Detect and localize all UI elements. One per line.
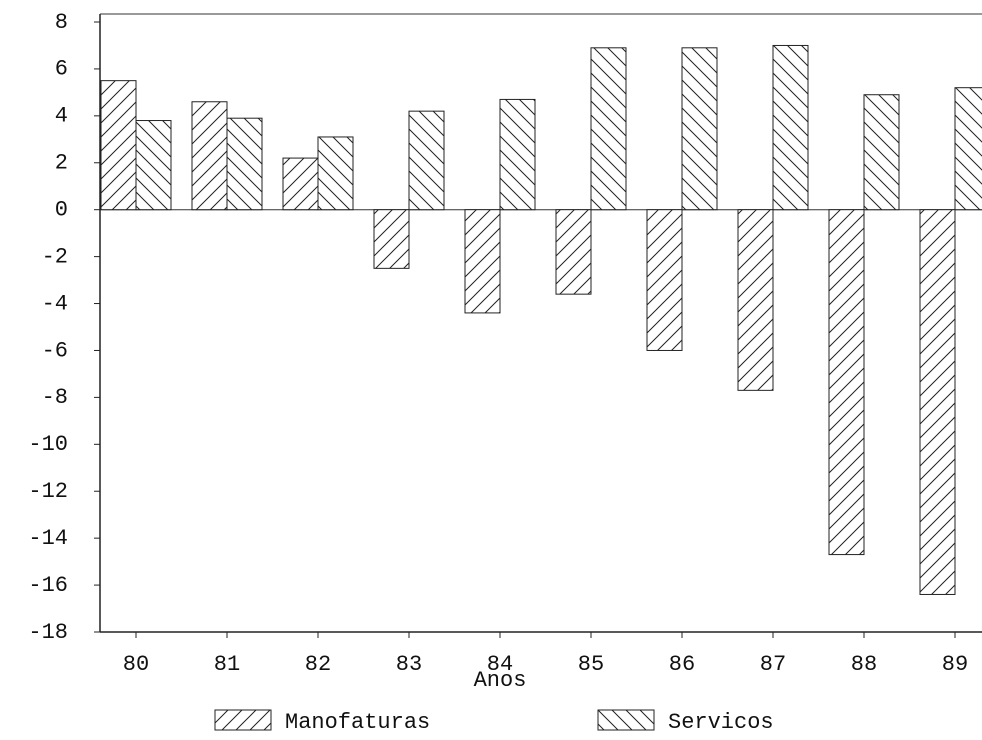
- y-tick-label: 8: [55, 10, 68, 35]
- x-tick-label: 88: [851, 652, 877, 677]
- x-tick-label: 87: [760, 652, 786, 677]
- y-tick-label: -18: [28, 620, 68, 645]
- y-tick-label: -4: [42, 291, 68, 316]
- bar: [191, 101, 228, 211]
- bar: [135, 120, 172, 211]
- x-axis-label: Anos: [474, 668, 527, 693]
- y-tick-label: -16: [28, 573, 68, 598]
- x-tick-label: 85: [578, 652, 604, 677]
- bar: [282, 157, 319, 211]
- bar: [772, 44, 809, 211]
- bar: [555, 209, 592, 295]
- x-tick-label: 89: [942, 652, 968, 677]
- y-tick-label: 4: [55, 104, 68, 129]
- y-tick-label: -10: [28, 432, 68, 457]
- bar: [919, 209, 956, 595]
- legend-swatch: [597, 709, 655, 731]
- x-tick-label: 86: [669, 652, 695, 677]
- y-tick-label: 2: [55, 151, 68, 176]
- x-tick-label: 82: [305, 652, 331, 677]
- bar: [954, 87, 982, 211]
- bar: [226, 117, 263, 211]
- bar: [464, 209, 501, 314]
- y-tick-label: -6: [42, 338, 68, 363]
- bar: [737, 209, 774, 391]
- legend-swatch: [214, 709, 272, 731]
- x-tick-label: 80: [123, 652, 149, 677]
- y-tick-label: 0: [55, 198, 68, 223]
- bar: [863, 94, 900, 211]
- legend-label: Manofaturas: [285, 710, 430, 735]
- y-tick-label: -14: [28, 526, 68, 551]
- bar: [373, 209, 410, 269]
- y-tick-label: -12: [28, 479, 68, 504]
- y-tick-label: -2: [42, 244, 68, 269]
- bar: [828, 209, 865, 556]
- bar: [681, 47, 718, 211]
- bar: [317, 136, 354, 211]
- x-tick-label: 81: [214, 652, 240, 677]
- bar: [100, 80, 137, 211]
- legend-label: Servicos: [668, 710, 774, 735]
- x-tick-label: 84: [487, 652, 513, 677]
- x-tick-label: 83: [396, 652, 422, 677]
- bar: [646, 209, 683, 351]
- bar: [590, 47, 627, 211]
- y-tick-label: -8: [42, 385, 68, 410]
- bar: [499, 98, 536, 211]
- bar: [408, 110, 445, 211]
- y-tick-label: 6: [55, 57, 68, 82]
